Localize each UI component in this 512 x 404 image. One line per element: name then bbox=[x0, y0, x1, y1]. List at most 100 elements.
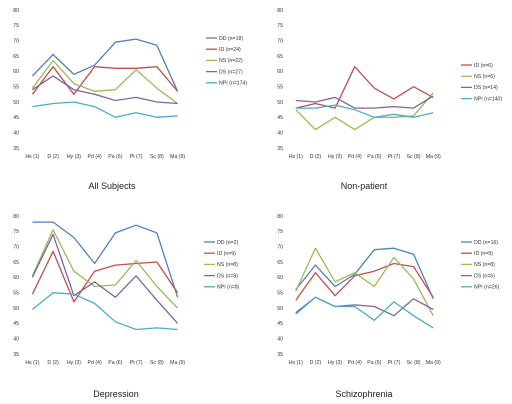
series-line bbox=[295, 262, 434, 301]
legend-label: DS (n=9) bbox=[217, 273, 238, 279]
legend-label: ID (n=9) bbox=[217, 251, 236, 257]
x-tick-label: Sc (8) bbox=[150, 154, 164, 160]
series-line bbox=[31, 229, 179, 309]
legend-label: NPI (n=140) bbox=[474, 96, 502, 102]
y-tick-label: 60 bbox=[13, 275, 19, 281]
y-tick-label: 75 bbox=[277, 229, 283, 235]
x-tick-label: Hs (1) bbox=[289, 360, 303, 366]
series-line bbox=[31, 250, 179, 303]
legend-label: ID (n=24) bbox=[219, 47, 241, 53]
y-tick-label: 50 bbox=[13, 306, 19, 312]
legend-label: DD (n=16) bbox=[474, 240, 498, 246]
y-tick-label: 70 bbox=[13, 244, 19, 250]
chart-title: Depression bbox=[93, 389, 139, 399]
series-line bbox=[32, 221, 179, 298]
x-tick-label: Hs (1) bbox=[25, 360, 39, 366]
chart-panel-1: 35 40 45 50 55 60 65 70 75 80 Hs (1) D (2) Hy (3) Pd … bbox=[13, 8, 247, 191]
series-line bbox=[295, 247, 434, 317]
series-line bbox=[31, 292, 178, 331]
legend-label: ID (n=6) bbox=[474, 63, 493, 69]
chart-panel-3: 35 40 45 50 55 60 65 70 75 80 Hs (1) D (2) Hy (3) Pd … bbox=[13, 214, 239, 399]
series-line bbox=[31, 233, 179, 324]
series-line bbox=[295, 104, 434, 118]
legend-label: DS (n=6) bbox=[474, 273, 495, 279]
x-tick-label: Sc (8) bbox=[407, 154, 421, 160]
y-tick-label: 35 bbox=[13, 146, 19, 152]
legend-label: NPI (n=174) bbox=[219, 81, 247, 87]
legend-label: DS (n=27) bbox=[219, 69, 243, 75]
y-tick-label: 75 bbox=[13, 23, 19, 29]
series-line bbox=[295, 296, 434, 329]
x-tick-label: D (2) bbox=[47, 360, 59, 366]
y-tick-label: 60 bbox=[277, 69, 283, 75]
y-tick-label: 70 bbox=[277, 244, 283, 250]
x-tick-label: D (2) bbox=[310, 154, 322, 160]
x-tick-label: Sc (8) bbox=[150, 360, 164, 366]
x-tick-label: Ma (9) bbox=[170, 154, 185, 160]
y-tick-label: 65 bbox=[13, 54, 19, 60]
legend-label: NPI (n=26) bbox=[474, 285, 500, 291]
x-tick-label: Hy (3) bbox=[67, 360, 81, 366]
series-line bbox=[295, 92, 434, 131]
series-line bbox=[295, 247, 434, 300]
chart-title: Non-patient bbox=[341, 181, 388, 191]
chart-title: All Subjects bbox=[88, 181, 136, 191]
y-tick-label: 35 bbox=[277, 352, 283, 358]
y-tick-label: 80 bbox=[277, 214, 283, 220]
x-tick-label: Pt (7) bbox=[130, 154, 143, 160]
series-line bbox=[295, 95, 434, 109]
x-tick-label: Pa (6) bbox=[108, 360, 122, 366]
legend-label: DS (n=14) bbox=[474, 85, 498, 91]
series-line bbox=[31, 59, 178, 105]
x-tick-label: Pa (6) bbox=[108, 154, 122, 160]
y-tick-label: 65 bbox=[13, 260, 19, 266]
x-tick-label: D (2) bbox=[47, 154, 59, 160]
x-tick-label: Pd (4) bbox=[348, 154, 362, 160]
y-tick-label: 35 bbox=[13, 352, 19, 358]
x-tick-label: Hy (3) bbox=[67, 154, 81, 160]
y-tick-label: 40 bbox=[277, 130, 283, 136]
y-tick-label: 40 bbox=[13, 336, 19, 342]
y-tick-label: 60 bbox=[13, 69, 19, 75]
legend-label: NS (n=22) bbox=[219, 58, 243, 64]
y-tick-label: 70 bbox=[277, 38, 283, 44]
x-tick-label: Pa (6) bbox=[367, 154, 381, 160]
y-tick-label: 80 bbox=[13, 8, 19, 14]
x-tick-label: Ma (9) bbox=[426, 154, 441, 160]
y-tick-label: 55 bbox=[13, 84, 19, 90]
y-tick-label: 45 bbox=[13, 321, 19, 327]
x-tick-label: Pt (7) bbox=[388, 154, 401, 160]
y-tick-label: 55 bbox=[277, 84, 283, 90]
y-tick-label: 35 bbox=[277, 146, 283, 152]
y-tick-label: 65 bbox=[277, 54, 283, 60]
x-tick-label: Pt (7) bbox=[388, 360, 401, 366]
series-line bbox=[31, 66, 179, 95]
legend-label: NS (n=8) bbox=[474, 262, 495, 268]
x-tick-label: Ma (9) bbox=[170, 360, 185, 366]
y-tick-label: 55 bbox=[13, 290, 19, 296]
y-tick-label: 45 bbox=[277, 115, 283, 121]
x-tick-label: Hy (3) bbox=[328, 154, 342, 160]
y-tick-label: 75 bbox=[13, 229, 19, 235]
y-tick-label: 50 bbox=[277, 306, 283, 312]
series-line bbox=[32, 75, 178, 105]
legend-label: NS (n=8) bbox=[217, 262, 238, 268]
y-tick-label: 75 bbox=[277, 23, 283, 29]
y-tick-label: 50 bbox=[13, 100, 19, 106]
legend-label: NS (n=6) bbox=[474, 74, 495, 80]
y-tick-label: 45 bbox=[277, 321, 283, 327]
x-tick-label: Pd (4) bbox=[88, 154, 102, 160]
legend-label: DD (n=2) bbox=[217, 240, 238, 246]
x-tick-label: Pt (7) bbox=[130, 360, 143, 366]
chart-panel-4: 35 40 45 50 55 60 65 70 75 80 Hs (1) D (2) Hy (3) Pd … bbox=[277, 214, 499, 399]
x-tick-label: D (2) bbox=[310, 360, 322, 366]
y-tick-label: 65 bbox=[277, 260, 283, 266]
x-tick-label: Pd (4) bbox=[348, 360, 362, 366]
x-tick-label: Ma (9) bbox=[426, 360, 441, 366]
y-tick-label: 80 bbox=[13, 214, 19, 220]
x-tick-label: Hs (1) bbox=[25, 154, 39, 160]
y-tick-label: 50 bbox=[277, 100, 283, 106]
chart-title: Schizophrenia bbox=[335, 389, 392, 399]
